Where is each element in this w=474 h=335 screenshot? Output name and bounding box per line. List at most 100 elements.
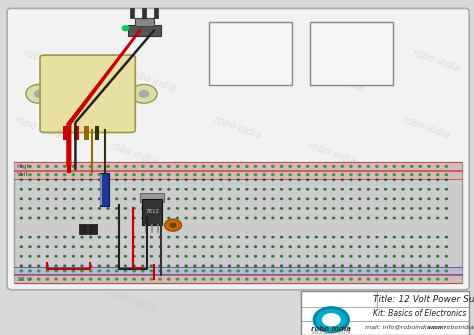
Circle shape: [107, 179, 109, 181]
Circle shape: [419, 208, 421, 209]
Circle shape: [133, 237, 135, 238]
Circle shape: [315, 256, 317, 257]
Circle shape: [46, 237, 48, 238]
Circle shape: [298, 198, 300, 200]
Circle shape: [139, 90, 149, 97]
Circle shape: [64, 278, 66, 280]
Circle shape: [402, 179, 404, 181]
Circle shape: [185, 174, 187, 176]
Circle shape: [29, 246, 31, 248]
Circle shape: [272, 208, 274, 209]
Circle shape: [124, 189, 127, 190]
Circle shape: [64, 256, 66, 257]
Circle shape: [90, 265, 92, 267]
Circle shape: [359, 246, 361, 248]
Circle shape: [281, 256, 283, 257]
Circle shape: [307, 237, 309, 238]
Circle shape: [324, 179, 326, 181]
Circle shape: [237, 174, 239, 176]
Circle shape: [281, 265, 283, 267]
Circle shape: [150, 246, 153, 248]
Circle shape: [107, 165, 109, 167]
Circle shape: [55, 237, 57, 238]
Circle shape: [107, 217, 109, 219]
Circle shape: [410, 198, 413, 200]
Circle shape: [324, 208, 326, 209]
Text: Volt: Volt: [17, 172, 28, 177]
Circle shape: [64, 270, 66, 272]
Circle shape: [55, 270, 57, 272]
Circle shape: [219, 278, 222, 280]
Circle shape: [29, 198, 31, 200]
Circle shape: [272, 179, 274, 181]
Text: robo india: robo india: [222, 181, 271, 207]
Circle shape: [133, 217, 135, 219]
Circle shape: [419, 278, 421, 280]
Circle shape: [324, 265, 326, 267]
Circle shape: [307, 246, 309, 248]
Text: robo india: robo india: [118, 208, 167, 234]
Circle shape: [81, 208, 83, 209]
Circle shape: [324, 165, 326, 167]
Circle shape: [150, 179, 153, 181]
Text: www.roboindia.com: www.roboindia.com: [427, 325, 474, 330]
Circle shape: [393, 265, 395, 267]
Circle shape: [419, 265, 421, 267]
Circle shape: [255, 189, 256, 190]
Circle shape: [237, 265, 239, 267]
Circle shape: [359, 179, 361, 181]
Circle shape: [202, 198, 204, 200]
Circle shape: [333, 189, 335, 190]
Circle shape: [350, 189, 352, 190]
Circle shape: [220, 265, 222, 267]
Circle shape: [34, 90, 44, 97]
Circle shape: [237, 208, 239, 209]
Circle shape: [358, 165, 361, 167]
Bar: [14, 162, 462, 283]
Circle shape: [393, 217, 395, 219]
Circle shape: [280, 165, 283, 167]
Circle shape: [428, 237, 430, 238]
Circle shape: [350, 278, 352, 280]
Circle shape: [263, 179, 265, 181]
Circle shape: [402, 278, 404, 280]
Circle shape: [376, 179, 378, 181]
Circle shape: [20, 165, 22, 167]
Circle shape: [211, 189, 213, 190]
Circle shape: [98, 174, 100, 176]
Circle shape: [393, 246, 395, 248]
Circle shape: [99, 217, 100, 219]
Text: robo india: robo india: [108, 141, 157, 167]
Circle shape: [20, 237, 22, 238]
Circle shape: [107, 237, 109, 238]
Circle shape: [202, 265, 204, 267]
Circle shape: [393, 208, 395, 209]
Circle shape: [367, 217, 369, 219]
Circle shape: [315, 165, 318, 167]
Circle shape: [402, 165, 404, 167]
Circle shape: [185, 265, 187, 267]
Text: robo india: robo india: [23, 181, 72, 207]
Circle shape: [228, 256, 230, 257]
Circle shape: [376, 270, 378, 272]
Circle shape: [367, 278, 369, 280]
Circle shape: [289, 174, 292, 176]
Circle shape: [298, 265, 300, 267]
Circle shape: [202, 256, 204, 257]
Circle shape: [255, 265, 256, 267]
Circle shape: [402, 189, 404, 190]
Bar: [84, 127, 89, 140]
Circle shape: [359, 237, 361, 238]
Text: Title: 12 Volt Power Supply: Title: 12 Volt Power Supply: [374, 295, 474, 304]
Text: education store: education store: [312, 330, 350, 335]
Circle shape: [116, 198, 118, 200]
Circle shape: [376, 189, 378, 190]
Bar: [135, 18, 154, 26]
Bar: [154, 8, 158, 18]
Circle shape: [437, 174, 439, 176]
Circle shape: [359, 256, 361, 257]
Circle shape: [393, 198, 395, 200]
Circle shape: [90, 174, 92, 176]
Circle shape: [410, 246, 413, 248]
Circle shape: [159, 189, 161, 190]
